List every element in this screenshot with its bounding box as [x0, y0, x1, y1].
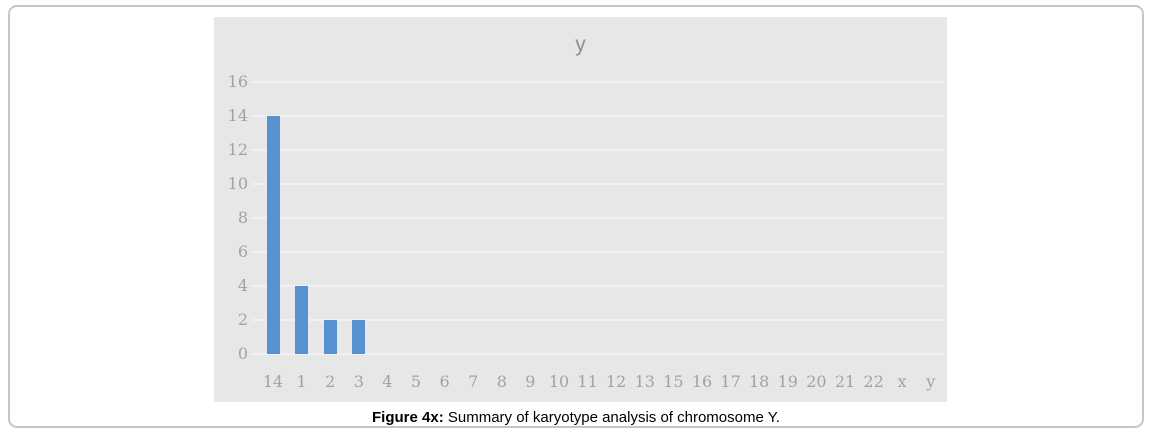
y-axis-tick-8: 8 — [237, 208, 248, 227]
gridline-y-0 — [252, 353, 944, 355]
x-axis-tick-14: 14 — [262, 372, 284, 391]
x-axis-tick-11: 11 — [577, 372, 598, 391]
x-axis-tick-y: y — [926, 372, 936, 391]
figure-frame: y 0 2 4 6 8 10 12 14 16 14 1 2 3 4 5 6 7 8 9 10 11 12 13 15 16 17… — [8, 5, 1144, 428]
figure-caption-text: Summary of karyotype analysis of chromos… — [443, 409, 780, 426]
y-axis-tick-2: 2 — [237, 310, 248, 329]
x-axis-tick-21: 21 — [834, 372, 856, 391]
gridline-y-2 — [252, 319, 944, 321]
y-axis-tick-6: 6 — [237, 242, 248, 261]
y-axis-tick-12: 12 — [227, 140, 248, 159]
y-axis-tick-16: 16 — [227, 72, 248, 91]
x-axis-tick-2: 2 — [325, 372, 336, 391]
x-axis-tick-19: 19 — [777, 372, 798, 391]
x-axis-tick-5: 5 — [410, 372, 422, 391]
x-axis-tick-8: 8 — [496, 372, 507, 391]
gridline-y-10 — [252, 183, 944, 185]
x-axis-tick-10: 10 — [548, 372, 570, 391]
figure-caption: Figure 4x: Summary of karyotype analysis… — [10, 409, 1142, 426]
chart-title: y — [575, 33, 586, 56]
gridline-y-4 — [252, 285, 944, 287]
x-axis-tick-18: 18 — [749, 372, 770, 391]
x-axis-tick-7: 7 — [468, 372, 479, 391]
x-axis-tick-15: 15 — [663, 372, 684, 391]
x-axis-tick-1: 1 — [296, 372, 307, 391]
bar-1 — [295, 286, 309, 354]
gridline-y-14 — [252, 115, 944, 117]
x-axis-tick-3: 3 — [353, 372, 364, 391]
gridline-y-16 — [252, 81, 944, 83]
y-axis-tick-4: 4 — [237, 276, 248, 295]
gridline-y-12 — [252, 149, 944, 151]
bar-2 — [323, 320, 337, 354]
x-axis-tick-12: 12 — [606, 372, 627, 391]
y-axis-tick-14: 14 — [227, 106, 248, 125]
x-axis-tick-x: x — [897, 372, 907, 391]
chart-panel: y 0 2 4 6 8 10 12 14 16 14 1 2 3 4 5 6 7 8 9 10 11 12 13 15 16 17… — [214, 17, 947, 402]
x-axis-tick-6: 6 — [439, 372, 450, 391]
figure-caption-label: Figure 4x: — [372, 409, 444, 426]
x-axis-tick-22: 22 — [863, 372, 884, 391]
gridline-y-8 — [252, 217, 944, 219]
x-axis-tick-9: 9 — [525, 372, 536, 391]
x-axis-tick-17: 17 — [720, 372, 741, 391]
x-axis-tick-4: 4 — [382, 372, 393, 391]
x-axis-tick-13: 13 — [634, 372, 655, 391]
bar-3 — [352, 320, 366, 354]
bar-14 — [266, 116, 280, 354]
gridline-y-6 — [252, 251, 944, 253]
x-axis-tick-20: 20 — [806, 372, 827, 391]
y-axis-tick-0: 0 — [237, 344, 248, 363]
x-axis-tick-16: 16 — [691, 372, 713, 391]
y-axis-tick-10: 10 — [227, 174, 248, 193]
